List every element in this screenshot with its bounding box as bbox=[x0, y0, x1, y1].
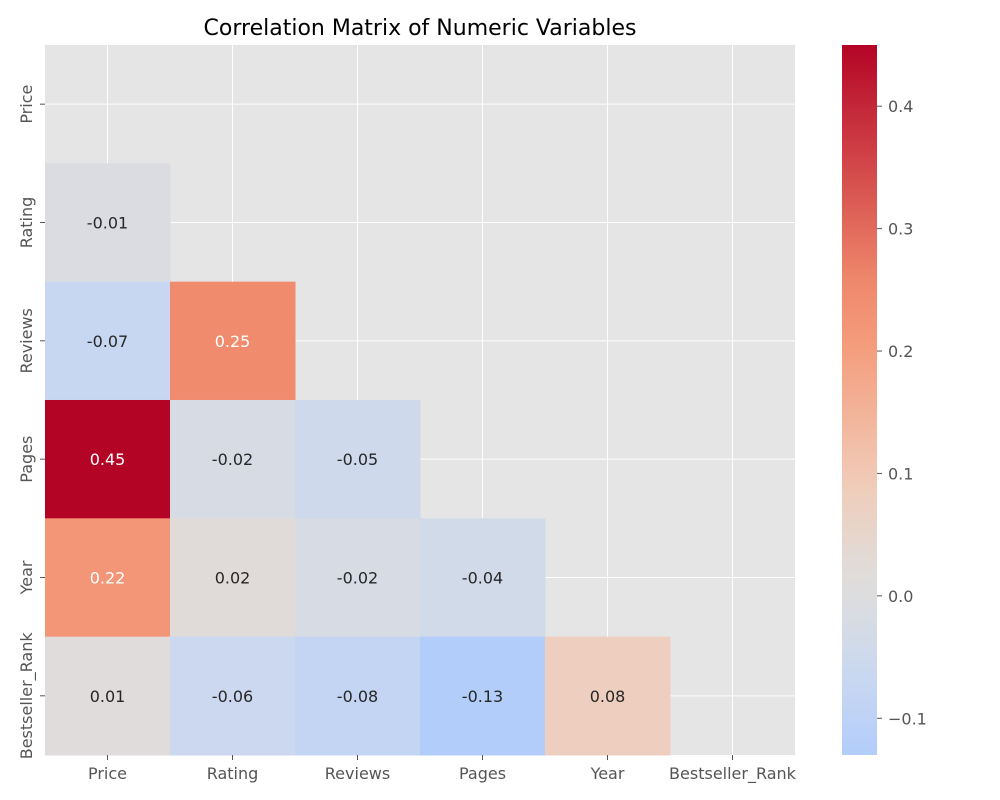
cell-value-label: -0.04 bbox=[462, 568, 503, 587]
cell-value-label: 0.25 bbox=[215, 332, 251, 351]
heatmap-cell bbox=[170, 636, 296, 756]
heatmap-cell bbox=[420, 518, 546, 638]
cell-value-label: 0.22 bbox=[90, 568, 126, 587]
colorbar-tick-label: 0.3 bbox=[888, 220, 913, 239]
cell-value-label: 0.02 bbox=[215, 568, 251, 587]
y-tick-label: Pages bbox=[17, 436, 36, 483]
heatmap-cell bbox=[45, 399, 171, 519]
heatmap-cell bbox=[170, 518, 296, 638]
y-tick-label: Bestseller_Rank bbox=[17, 632, 37, 760]
cell-value-labels: -0.01 -0.07 0.25 0.45 -0.02 -0.05 0.22 0.02 -0.0… bbox=[87, 213, 626, 705]
colorbar-ticks: −0.1 0.0 0.1 0.2 0.3 0.4 bbox=[877, 97, 927, 728]
heatmap-cell bbox=[45, 163, 171, 283]
heatmap-cell bbox=[45, 518, 171, 638]
x-tick-label: Bestseller_Rank bbox=[669, 764, 797, 784]
colorbar-tick-label: −0.1 bbox=[888, 709, 927, 728]
cell-value-label: -0.07 bbox=[87, 332, 128, 351]
cell-value-label: -0.01 bbox=[87, 213, 128, 232]
y-tick-label: Year bbox=[17, 560, 36, 595]
cell-value-label: -0.02 bbox=[337, 568, 378, 587]
cell-value-label: 0.08 bbox=[590, 687, 626, 706]
heatmap-cell bbox=[45, 281, 171, 401]
x-tick-label: Pages bbox=[459, 764, 506, 783]
colorbar-tick-label: 0.2 bbox=[888, 342, 913, 361]
x-tick-label: Reviews bbox=[325, 764, 390, 783]
y-axis-ticks: Price Rating Reviews Pages Year Bestseller_Ra… bbox=[17, 85, 45, 760]
y-tick-label: Reviews bbox=[17, 308, 36, 373]
heatmap-cell bbox=[170, 281, 296, 401]
heatmap-cell bbox=[45, 636, 171, 756]
x-tick-label: Year bbox=[590, 764, 625, 783]
heatmap-cell bbox=[295, 636, 421, 756]
cell-value-label: -0.05 bbox=[337, 450, 378, 469]
x-tick-label: Price bbox=[88, 764, 127, 783]
cell-value-label: -0.13 bbox=[462, 687, 503, 706]
colorbar-tick-label: 0.0 bbox=[888, 587, 913, 606]
y-tick-label: Price bbox=[17, 85, 36, 124]
cell-value-label: -0.06 bbox=[212, 687, 253, 706]
chart-title: Correlation Matrix of Numeric Variables bbox=[204, 16, 637, 41]
heatmap-cell bbox=[295, 399, 421, 519]
x-axis-ticks: Price Rating Reviews Pages Year Bestseller_Ra… bbox=[88, 754, 797, 784]
cell-value-label: -0.08 bbox=[337, 687, 378, 706]
colorbar-tick-label: 0.1 bbox=[888, 464, 913, 483]
colorbar bbox=[842, 45, 877, 755]
heatmap-cell bbox=[420, 636, 546, 756]
heatmap-cell bbox=[545, 636, 671, 756]
cell-value-label: 0.45 bbox=[90, 450, 126, 469]
cell-value-label: -0.02 bbox=[212, 450, 253, 469]
heatmap-cell bbox=[170, 399, 296, 519]
cell-value-label: 0.01 bbox=[90, 687, 126, 706]
colorbar-tick-label: 0.4 bbox=[888, 97, 913, 116]
heatmap-cell bbox=[295, 518, 421, 638]
y-tick-label: Rating bbox=[17, 197, 36, 249]
x-tick-label: Rating bbox=[207, 764, 259, 783]
heatmap-cells bbox=[45, 163, 671, 756]
